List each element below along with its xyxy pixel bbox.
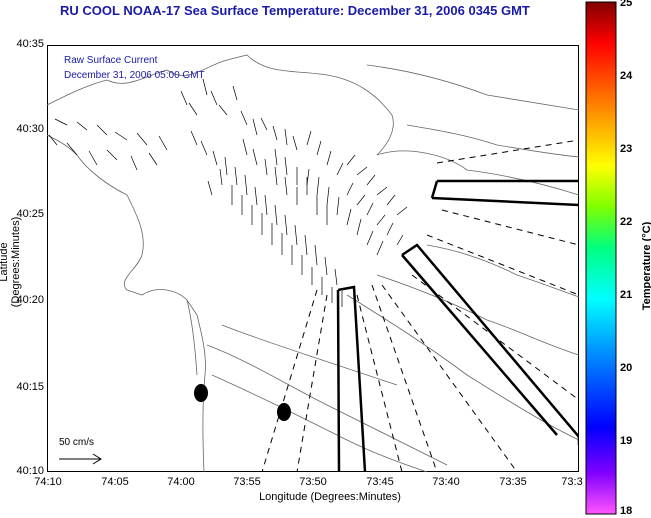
surface-current-vectors bbox=[48, 78, 408, 307]
map-plot bbox=[47, 54, 579, 472]
xtick-label: 74:10 bbox=[34, 476, 62, 488]
xtick-label: 73:45 bbox=[366, 476, 394, 488]
xtick-label: 73:40 bbox=[432, 476, 460, 488]
scale-arrow bbox=[59, 453, 102, 465]
ytick-label: 40:15 bbox=[16, 381, 44, 393]
xtick-label: 73:35 bbox=[499, 476, 527, 488]
colorbar-label: Temperature (°C) bbox=[641, 221, 651, 311]
y-axis-label: Latitude (Degrees:Minutes) bbox=[0, 216, 22, 308]
ytick-label: 40:30 bbox=[16, 123, 44, 135]
shipping-lanes bbox=[336, 179, 579, 472]
xtick-label: 73:50 bbox=[299, 476, 327, 488]
xtick-label: 74:05 bbox=[101, 476, 129, 488]
map-frame bbox=[47, 45, 579, 472]
temperature-colorbar bbox=[585, 1, 617, 515]
current-legend: Raw Surface Current December 31, 2006 05… bbox=[64, 53, 205, 83]
colorbar-tick: 21 bbox=[620, 289, 633, 301]
colorbar-tick: 25 bbox=[620, 0, 633, 9]
scale-label: 50 cm/s bbox=[59, 437, 95, 448]
ytick-label: 40:25 bbox=[16, 208, 44, 220]
chart-title: RU COOL NOAA-17 Sea Surface Temperature:… bbox=[60, 3, 530, 18]
marker-1 bbox=[194, 384, 208, 402]
colorbar-tick: 22 bbox=[620, 216, 633, 228]
colorbar-tick: 23 bbox=[620, 143, 633, 155]
colorbar-tick: 20 bbox=[620, 362, 633, 374]
ytick-label: 40:20 bbox=[16, 294, 44, 306]
legend-line-2: December 31, 2006 05:00 GMT bbox=[64, 70, 205, 81]
marker-2 bbox=[277, 403, 291, 421]
dashed-lanes bbox=[261, 139, 579, 472]
xtick-label: 74:00 bbox=[167, 476, 195, 488]
ytick-label: 40:35 bbox=[16, 38, 44, 50]
legend-line-1: Raw Surface Current bbox=[64, 55, 158, 66]
x-axis-label: Longitude (Degrees:Minutes) bbox=[259, 491, 401, 503]
xtick-label: 73:3 bbox=[561, 476, 583, 488]
xtick-label: 73:55 bbox=[233, 476, 261, 488]
colorbar-tick: 19 bbox=[620, 435, 633, 447]
colorbar-tick: 24 bbox=[620, 70, 633, 82]
colorbar-tick: 18 bbox=[620, 505, 633, 517]
ytick-label: 40:10 bbox=[16, 465, 44, 477]
